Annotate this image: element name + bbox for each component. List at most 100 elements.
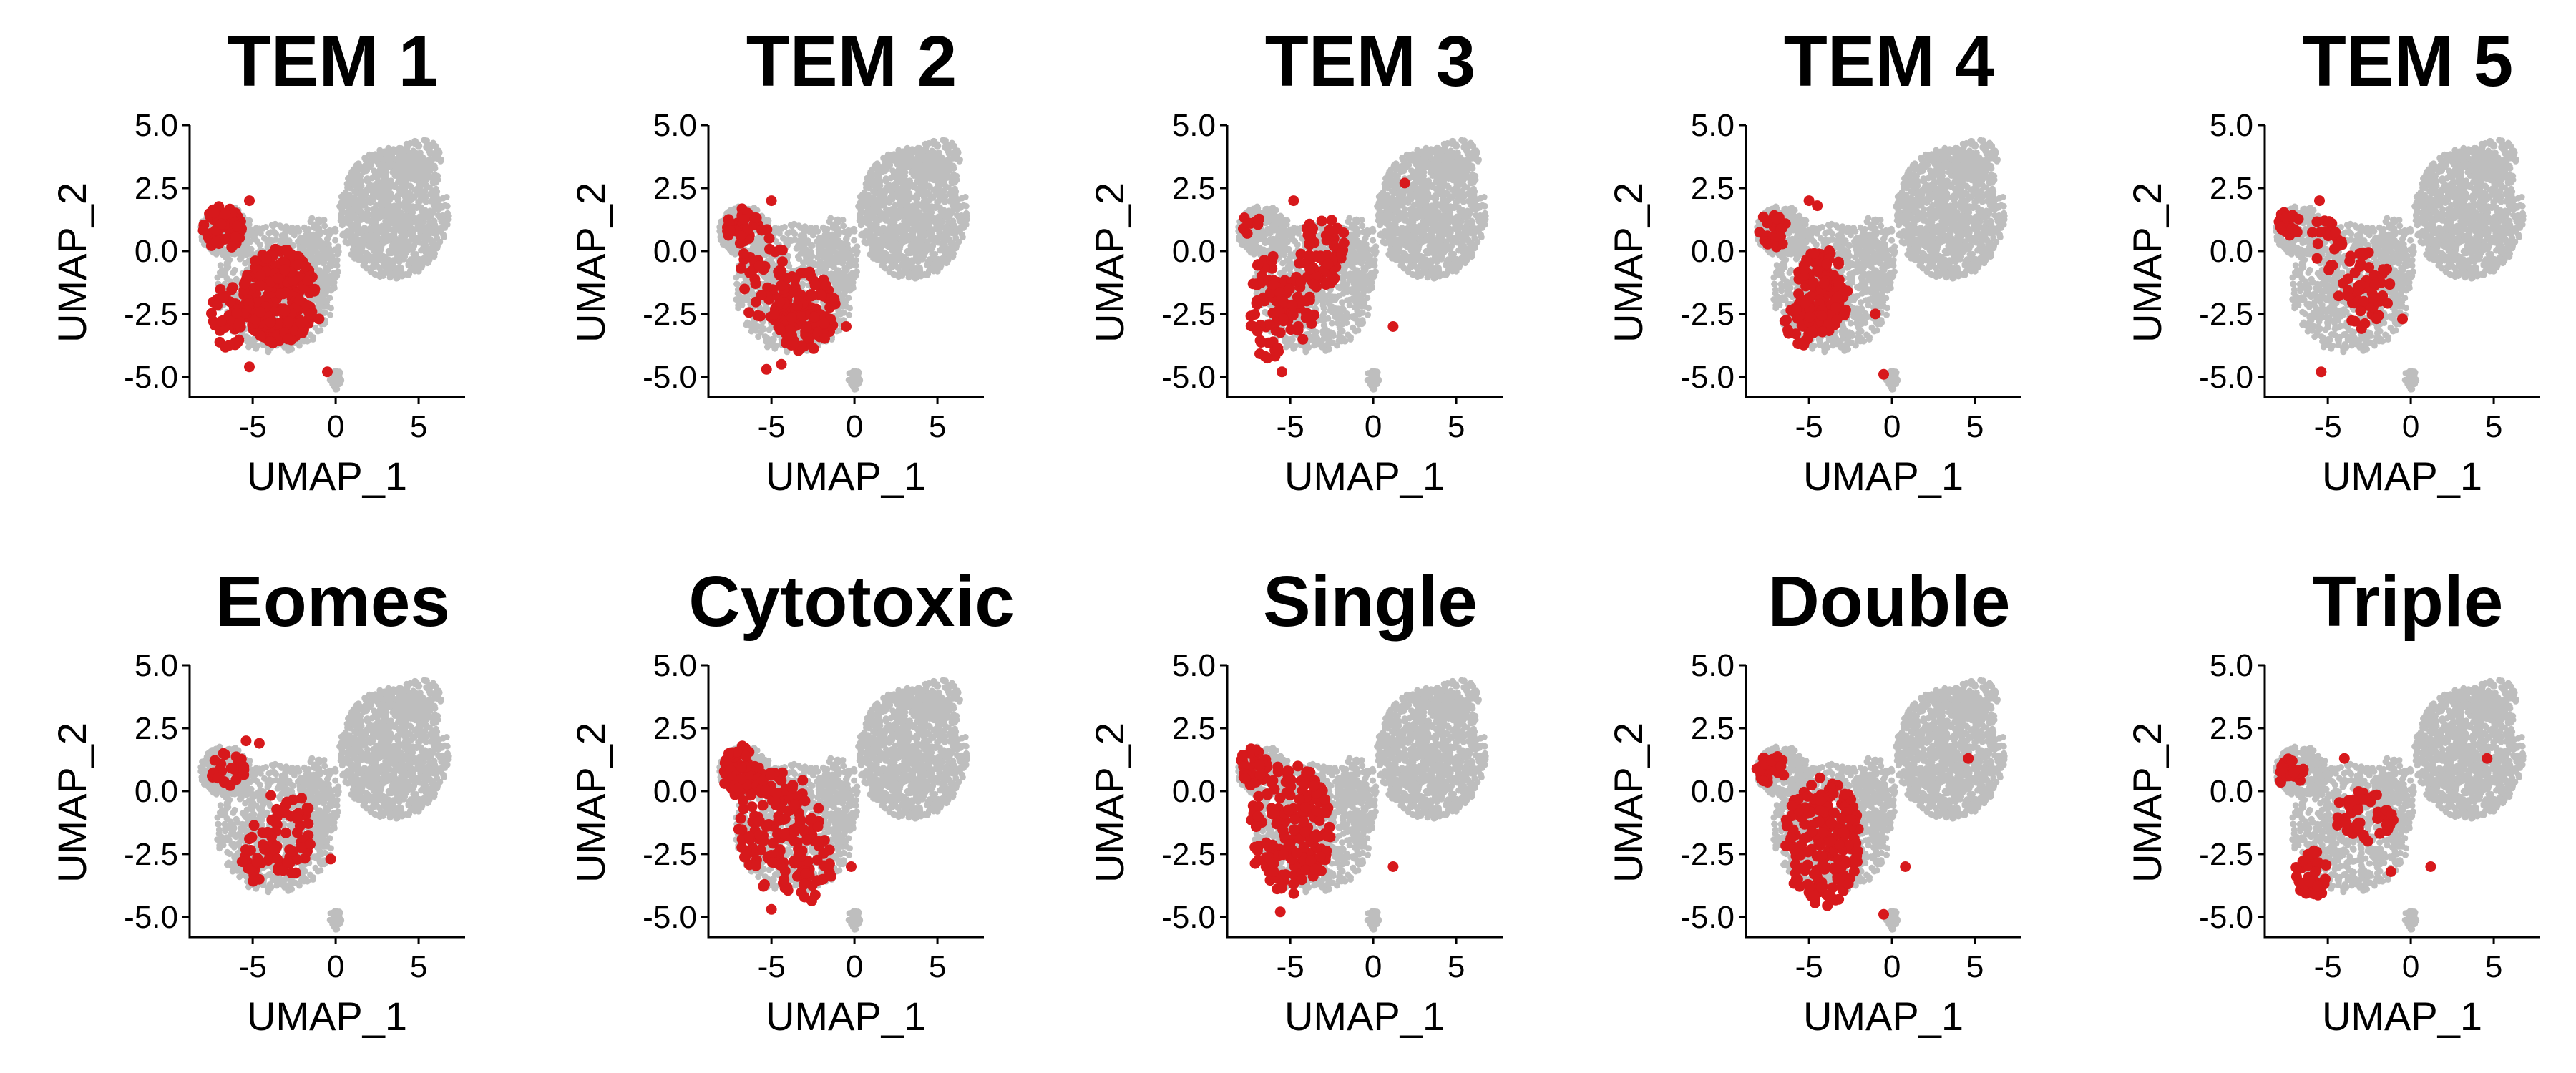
background-cell-point — [410, 149, 417, 156]
highlighted-cell-point — [265, 316, 276, 328]
background-cell-point — [878, 202, 885, 209]
background-cell-point — [361, 235, 368, 242]
background-cell-point — [835, 230, 842, 237]
background-cell-point — [948, 139, 955, 147]
background-cell-point — [309, 335, 316, 343]
highlighted-cell-point — [231, 220, 243, 232]
background-cell-point — [431, 253, 438, 260]
background-cell-point — [312, 324, 319, 331]
highlighted-cell-point — [296, 327, 308, 338]
background-cell-point — [321, 222, 328, 230]
background-cell-point — [407, 256, 414, 263]
background-cell-point — [412, 203, 419, 210]
background-cell-point — [814, 254, 821, 261]
background-cell-point — [958, 195, 965, 202]
background-cell-point — [840, 270, 847, 278]
highlighted-cell-point — [735, 230, 746, 241]
highlighted-cell-point — [206, 308, 217, 319]
background-cell-point — [401, 173, 408, 180]
background-cell-point — [807, 241, 814, 248]
highlighted-cell-point — [791, 300, 803, 311]
background-cell-point — [427, 237, 434, 244]
background-cell-point — [369, 240, 376, 247]
background-cell-point — [850, 246, 857, 253]
background-cell-point — [843, 255, 850, 262]
background-cell-point — [363, 227, 369, 234]
background-cell-point — [346, 217, 353, 225]
highlighted-cell-point — [281, 245, 293, 255]
background-cell-point — [915, 190, 922, 197]
background-cell-point — [944, 174, 951, 181]
background-cell-point — [353, 217, 361, 224]
highlighted-cell-point — [774, 244, 786, 255]
highlighted-cell-point — [786, 312, 797, 323]
background-cell-point — [851, 269, 858, 276]
background-cell-point — [245, 335, 252, 342]
background-cell-point — [301, 233, 308, 240]
background-cell-point — [800, 232, 807, 240]
background-cell-point — [903, 203, 910, 210]
background-cell-point — [374, 257, 381, 264]
background-cell-point — [353, 250, 360, 257]
background-cell-point — [316, 230, 323, 237]
background-cell-point — [338, 200, 345, 207]
highlighted-cell-point — [254, 280, 265, 291]
background-cell-point — [394, 164, 401, 171]
highlighted-cell-point — [819, 318, 830, 329]
x-tick-label: 5 — [410, 409, 427, 444]
background-cell-point — [797, 250, 804, 257]
background-cell-point — [930, 268, 937, 275]
background-cell-point — [960, 202, 967, 209]
background-cell-point — [431, 221, 439, 228]
background-cell-point — [763, 335, 771, 342]
background-cell-point — [872, 250, 879, 257]
background-cell-point — [883, 216, 890, 223]
highlighted-cell-point — [300, 261, 311, 273]
background-cell-point — [887, 240, 894, 247]
background-cell-point — [778, 225, 785, 232]
highlighted-cell-point — [295, 317, 306, 328]
background-cell-point — [919, 173, 927, 180]
background-cell-point — [897, 205, 904, 212]
background-cell-point — [902, 190, 909, 197]
background-cell-point — [391, 259, 397, 265]
highlighted-cell-point — [724, 225, 736, 236]
highlighted-cell-point — [279, 264, 291, 275]
background-cell-point — [444, 210, 451, 217]
background-cell-point — [406, 190, 414, 197]
background-cell-point — [337, 217, 344, 224]
background-cell-point — [785, 239, 792, 246]
background-cell-point — [742, 294, 748, 301]
background-cell-point — [425, 174, 432, 181]
background-cell-point — [396, 227, 404, 235]
background-cell-point — [440, 222, 447, 230]
background-cell-point — [331, 225, 338, 232]
background-cell-point — [876, 196, 883, 203]
background-cell-point — [889, 263, 897, 270]
background-cell-point — [390, 264, 397, 271]
background-cell-point — [376, 243, 384, 250]
background-cell-point — [938, 154, 945, 161]
background-cell-point — [327, 311, 333, 318]
background-cell-point — [253, 345, 260, 352]
highlighted-cell-point — [804, 266, 816, 278]
y-tick-label: 2.5 — [135, 171, 178, 206]
background-cell-point — [866, 178, 873, 185]
background-cell-point — [849, 285, 857, 292]
background-cell-point — [331, 285, 338, 292]
background-cell-point — [950, 162, 957, 170]
background-cell-point — [870, 225, 877, 232]
background-cell-point — [396, 241, 403, 248]
background-cell-point — [890, 270, 897, 278]
background-cell-point — [879, 235, 887, 242]
background-cell-point — [370, 213, 377, 220]
background-cell-point — [332, 269, 339, 276]
background-cell-point — [364, 175, 371, 182]
background-cell-point — [903, 210, 910, 217]
highlighted-cell-point — [776, 256, 788, 268]
background-cell-point — [941, 256, 948, 263]
background-cell-point — [408, 225, 414, 232]
highlighted-cell-point — [244, 195, 255, 207]
highlighted-cell-point — [231, 308, 243, 319]
background-cell-point — [399, 253, 406, 260]
